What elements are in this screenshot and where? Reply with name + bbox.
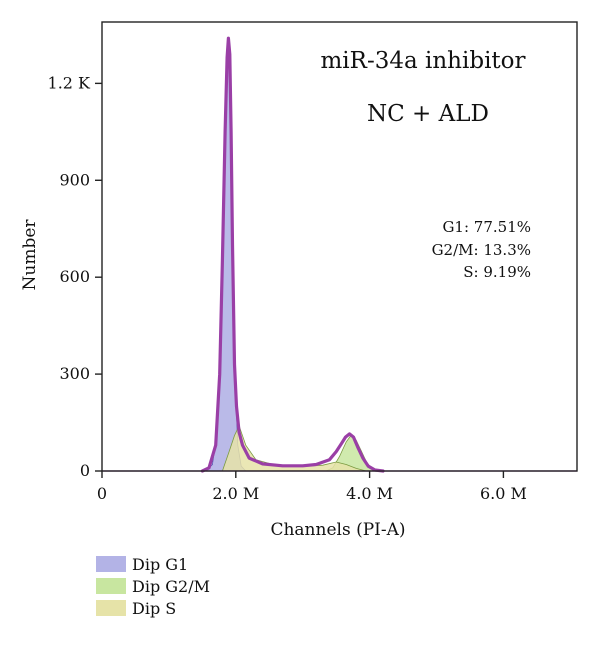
stat-g2m: G2/M: 13.3%	[432, 241, 531, 259]
y-tick-label-900: 900	[59, 170, 90, 189]
y-tick-label-1-2-k: 1.2 K	[48, 73, 92, 92]
legend-item-dip-g2m: Dip G2/M	[96, 575, 210, 597]
legend-item-dip-s: Dip S	[96, 597, 210, 619]
legend-label-dip-s: Dip S	[132, 598, 177, 618]
legend: Dip G1 Dip G2/M Dip S	[96, 553, 210, 619]
stat-s: S: 9.19%	[463, 263, 531, 281]
axes: 0 300 600 900 1.2 K 0 2.0 M 4.0 M 6.0 M	[48, 21, 578, 503]
x-tick-label-0: 0	[97, 484, 107, 503]
legend-label-dip-g2m: Dip G2/M	[132, 576, 211, 596]
x-axis-label: Channels (PI-A)	[270, 520, 405, 540]
y-tick-label-600: 600	[59, 267, 90, 286]
fit-envelope-line	[200, 36, 385, 473]
chart-subtitle: NC + ALD	[367, 101, 489, 127]
legend-swatch-dip-g2m	[96, 578, 126, 594]
chart-title: miR-34a inhibitor	[320, 48, 525, 74]
stat-g1: G1: 77.51%	[442, 218, 531, 236]
x-tick-label-4-0-m: 4.0 M	[346, 484, 393, 503]
y-tick-label-0: 0	[80, 461, 90, 480]
legend-label-dip-g1: Dip G1	[132, 554, 189, 574]
plot-frame	[101, 21, 578, 472]
legend-swatch-dip-g1	[96, 556, 126, 572]
y-tick-label-300: 300	[59, 364, 90, 383]
y-axis-label: Number	[20, 219, 40, 291]
legend-item-dip-g1: Dip G1	[96, 553, 210, 575]
legend-swatch-dip-s	[96, 600, 126, 616]
x-tick-label-2-0-m: 2.0 M	[212, 484, 259, 503]
x-tick-label-6-0-m: 6.0 M	[480, 484, 527, 503]
